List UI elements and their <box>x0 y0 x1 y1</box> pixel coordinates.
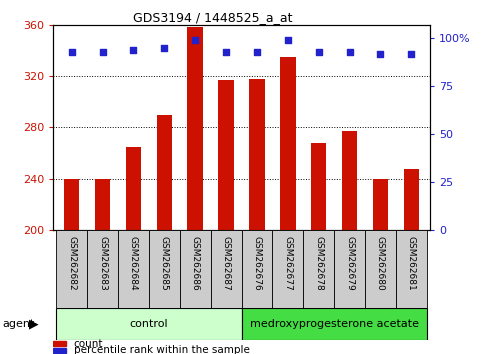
Text: count: count <box>74 339 103 349</box>
Point <box>377 51 384 56</box>
Point <box>99 49 106 55</box>
FancyBboxPatch shape <box>149 230 180 308</box>
Text: GSM262687: GSM262687 <box>222 236 230 291</box>
Bar <box>404 169 419 230</box>
Bar <box>280 57 296 230</box>
Text: GSM262679: GSM262679 <box>345 236 354 291</box>
Bar <box>64 179 79 230</box>
Text: GSM262677: GSM262677 <box>284 236 292 291</box>
FancyBboxPatch shape <box>303 230 334 308</box>
Point <box>68 49 75 55</box>
Text: GSM262676: GSM262676 <box>253 236 261 291</box>
FancyBboxPatch shape <box>87 230 118 308</box>
FancyBboxPatch shape <box>334 230 365 308</box>
Point <box>222 49 230 55</box>
Point <box>408 51 415 56</box>
Bar <box>156 115 172 230</box>
Point <box>284 37 292 43</box>
FancyBboxPatch shape <box>180 230 211 308</box>
FancyBboxPatch shape <box>56 308 242 340</box>
Text: GSM262682: GSM262682 <box>67 236 76 291</box>
FancyBboxPatch shape <box>56 230 87 308</box>
Point <box>129 47 137 52</box>
Text: agent: agent <box>2 319 35 329</box>
Text: GSM262684: GSM262684 <box>129 236 138 291</box>
Point <box>253 49 261 55</box>
Text: GDS3194 / 1448525_a_at: GDS3194 / 1448525_a_at <box>133 11 292 24</box>
Bar <box>249 79 265 230</box>
Bar <box>218 80 234 230</box>
Text: medroxyprogesterone acetate: medroxyprogesterone acetate <box>250 319 419 329</box>
Text: GSM262683: GSM262683 <box>98 236 107 291</box>
Text: GSM262686: GSM262686 <box>191 236 199 291</box>
Text: ▶: ▶ <box>29 318 39 330</box>
Text: GSM262681: GSM262681 <box>407 236 416 291</box>
Point <box>315 49 323 55</box>
FancyBboxPatch shape <box>242 308 427 340</box>
Text: GSM262685: GSM262685 <box>160 236 169 291</box>
Text: control: control <box>129 319 168 329</box>
Point <box>160 45 168 51</box>
Bar <box>373 179 388 230</box>
Text: GSM262678: GSM262678 <box>314 236 323 291</box>
Bar <box>95 179 110 230</box>
FancyBboxPatch shape <box>272 230 303 308</box>
Bar <box>311 143 327 230</box>
FancyBboxPatch shape <box>118 230 149 308</box>
Point <box>346 49 354 55</box>
FancyBboxPatch shape <box>396 230 427 308</box>
Bar <box>342 131 357 230</box>
FancyBboxPatch shape <box>242 230 272 308</box>
Bar <box>53 341 66 346</box>
Point <box>191 37 199 43</box>
Text: GSM262680: GSM262680 <box>376 236 385 291</box>
FancyBboxPatch shape <box>211 230 242 308</box>
Bar <box>126 147 141 230</box>
FancyBboxPatch shape <box>365 230 396 308</box>
Bar <box>187 27 203 230</box>
Bar <box>53 348 66 353</box>
Text: percentile rank within the sample: percentile rank within the sample <box>74 345 250 354</box>
